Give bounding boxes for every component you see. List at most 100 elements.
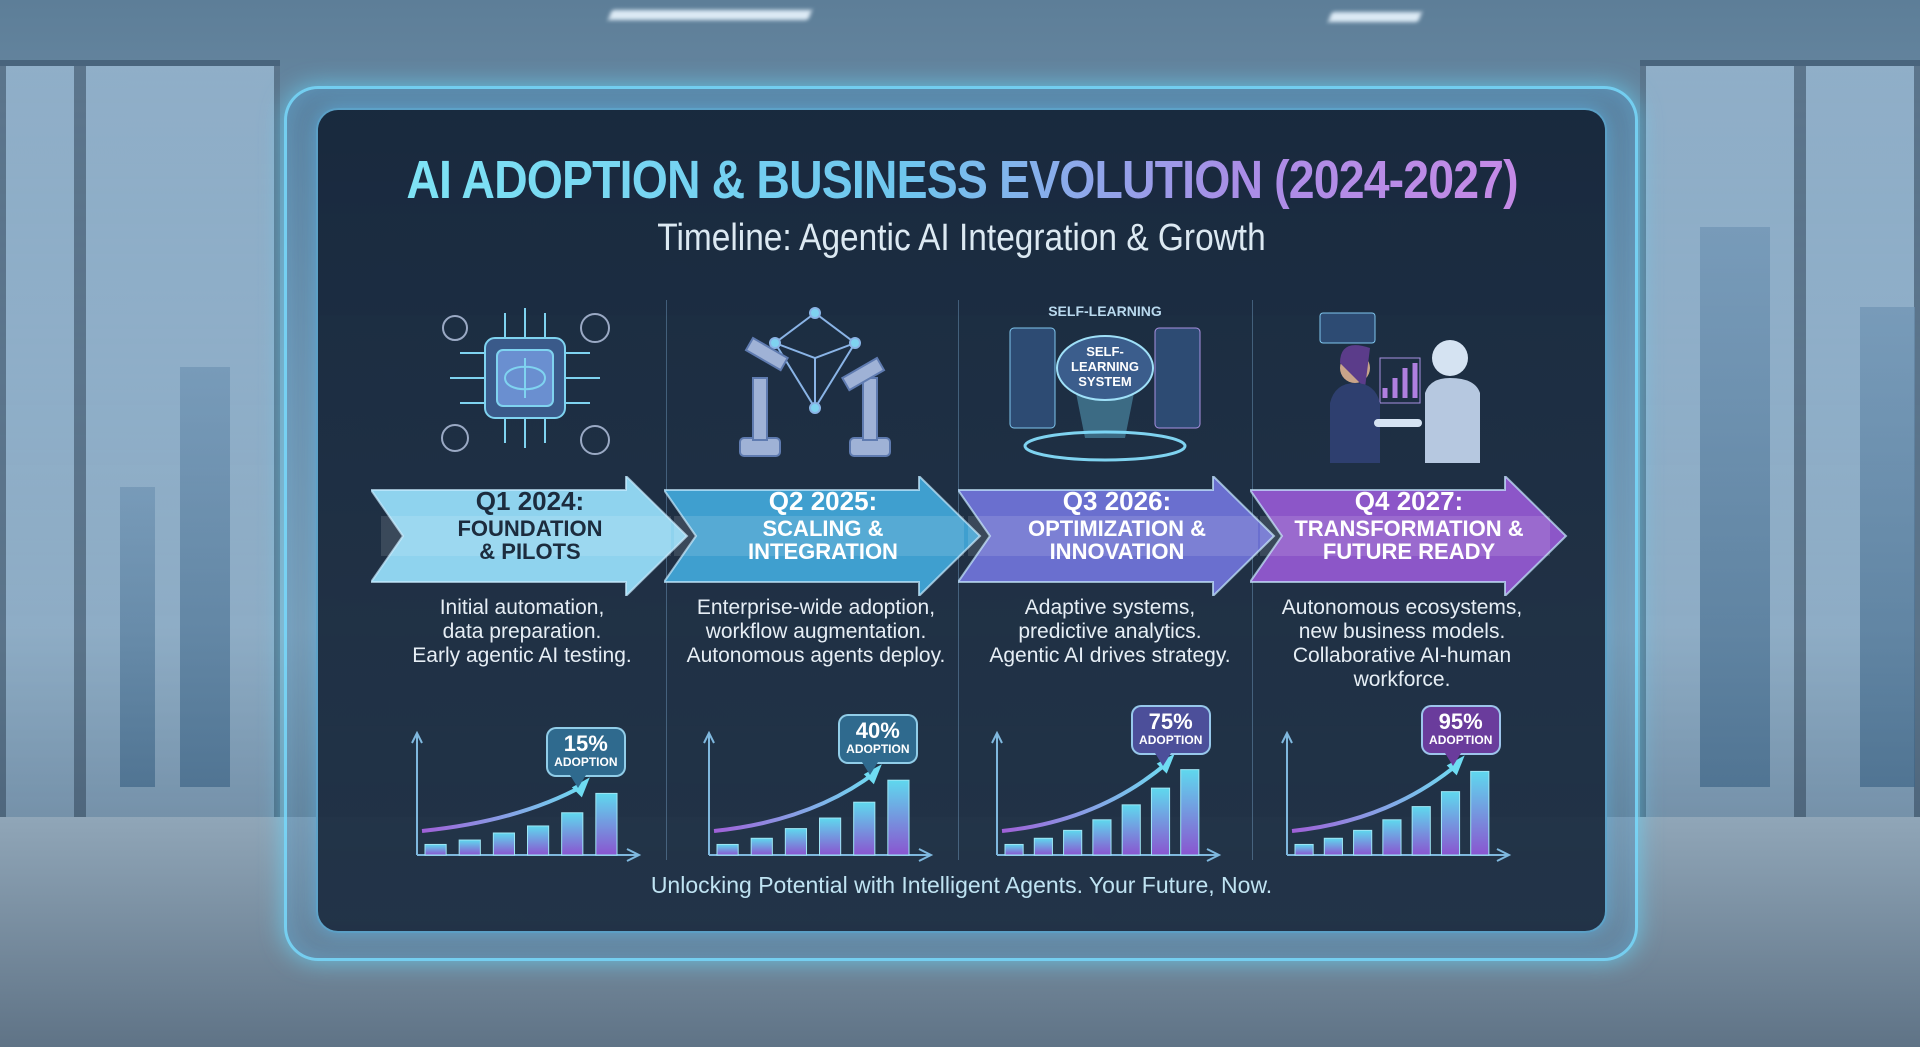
y-axis — [1281, 730, 1293, 855]
adoption-percent: 95% — [1438, 709, 1483, 735]
phase-description: Initial automation, data preparation. Earl… — [372, 596, 672, 668]
self-learning-system-icon: SELF-LEARNING SELF- LEARNING SYSTEM — [1005, 298, 1205, 468]
cloud-label-line: SELF- — [1086, 344, 1124, 359]
description-line: data preparation. — [442, 620, 602, 643]
trend-arrow — [421, 783, 585, 833]
human-robot-handshake-icon — [1300, 298, 1500, 468]
trend-arrow — [1001, 760, 1171, 833]
phase-arrow-3: Q3 2026: OPTIMIZATION & INNOVATION — [958, 476, 1276, 596]
trend-arrow — [713, 770, 878, 833]
chart-bar — [1150, 787, 1171, 856]
chart-bar — [887, 779, 910, 856]
trend-arrow — [1291, 761, 1460, 833]
description-line: predictive analytics. — [1018, 620, 1202, 643]
adoption-chart: 95% ADOPTION — [1275, 705, 1515, 870]
phase-name-line: FUTURE READY — [1322, 539, 1496, 565]
chart-bar — [750, 837, 773, 856]
adoption-callout: 95% ADOPTION — [1420, 705, 1501, 767]
phase-name-line: TRANSFORMATION & — [1294, 516, 1524, 541]
description-line: Collaborative AI-human — [1292, 644, 1512, 667]
phase-quarter: Q1 2024: — [475, 486, 585, 516]
phase-name-line: & PILOTS — [479, 539, 581, 565]
footer-tagline: Unlocking Potential with Intelligent Age… — [650, 872, 1273, 898]
description-line: new business models. — [1298, 620, 1506, 643]
phase-name-line: SCALING & — [762, 516, 884, 541]
brain-chip-gears-icon — [425, 298, 625, 468]
description-line: workforce. — [1353, 668, 1451, 691]
phase-name-line: FOUNDATION — [457, 516, 603, 541]
phase-arrow-2: Q2 2025: SCALING & INTEGRATION — [664, 476, 982, 596]
adoption-percent: 40% — [855, 718, 900, 744]
chart-bar — [458, 839, 481, 856]
chart-bar — [1004, 843, 1024, 856]
y-axis — [991, 730, 1003, 855]
chart-bar — [1470, 770, 1490, 856]
description-line: Adaptive systems, — [1024, 596, 1196, 619]
adoption-percent: 15% — [563, 731, 608, 757]
phase-quarter: Q2 2025: — [768, 486, 878, 516]
adoption-chart: 75% ADOPTION — [985, 705, 1225, 870]
description-line: Enterprise-wide adoption, — [696, 596, 936, 619]
description-line: Autonomous agents deploy. — [686, 644, 946, 667]
ceiling-light — [608, 10, 812, 20]
chart-bar — [1382, 819, 1402, 856]
phase-name-line: INTEGRATION — [748, 539, 898, 565]
arrow-shape — [958, 476, 1276, 596]
y-axis — [703, 730, 715, 855]
skyscraper — [180, 367, 230, 787]
chart-bar — [1033, 837, 1053, 856]
window — [0, 60, 80, 840]
chart-bar — [1092, 819, 1112, 856]
adoption-label: ADOPTION — [554, 755, 618, 770]
phase-name-line: OPTIMIZATION & — [1027, 516, 1207, 541]
phase-description: Autonomous ecosystems, new business model… — [1252, 596, 1552, 692]
cloud-label-line: SYSTEM — [1078, 374, 1131, 389]
description-line: Agentic AI drives strategy. — [989, 644, 1231, 667]
adoption-label: ADOPTION — [1139, 733, 1203, 747]
chart-bar — [527, 825, 550, 856]
adoption-label: ADOPTION — [1429, 733, 1493, 748]
description-line: workflow augmentation. — [705, 620, 927, 643]
adoption-callout: 75% ADOPTION — [1130, 705, 1211, 766]
chart-bar — [1353, 829, 1373, 856]
infographic-subtitle: Timeline: Agentic AI Integration & Growt… — [657, 217, 1266, 259]
cloud-label-line: LEARNING — [1071, 359, 1139, 374]
adoption-percent: 75% — [1148, 709, 1193, 734]
adoption-callout: 40% ADOPTION — [837, 714, 918, 776]
phase-arrow-4: Q4 2027: TRANSFORMATION & FUTURE READY — [1250, 476, 1568, 596]
robot-arms-network-icon — [715, 298, 915, 468]
arrow-shape — [664, 476, 982, 596]
phase-arrow-1: Q1 2024: FOUNDATION & PILOTS — [371, 476, 689, 596]
chart-bar — [853, 801, 876, 856]
phase-name-line: INNOVATION — [1049, 539, 1185, 565]
infographic-title: AI ADOPTION & BUSINESS EVOLUTION (2024-2… — [406, 150, 1533, 210]
phase-description: Enterprise-wide adoption, workflow augmen… — [666, 596, 966, 668]
description-line: Autonomous ecosystems, — [1281, 596, 1523, 619]
skyscraper — [120, 487, 155, 787]
phase-quarter: Q4 2027: — [1354, 486, 1464, 516]
chart-bar — [1411, 806, 1431, 856]
chart-bar — [595, 792, 618, 856]
description-line: Initial automation, — [439, 596, 605, 619]
arrow-shape — [1250, 476, 1568, 596]
chart-bar — [1180, 769, 1200, 856]
chart-bar — [819, 817, 842, 856]
chart-bar — [1323, 837, 1343, 856]
arrow-shape — [371, 476, 689, 596]
adoption-chart: 15% ADOPTION — [405, 705, 645, 870]
ceiling-light — [1328, 12, 1422, 22]
adoption-callout: 15% ADOPTION — [545, 727, 626, 789]
chart-bar — [424, 843, 447, 856]
chart-bar — [716, 843, 739, 856]
adoption-label: ADOPTION — [846, 742, 910, 757]
y-axis — [411, 730, 423, 855]
phase-quarter: Q3 2026: — [1062, 486, 1172, 516]
chart-bar — [1063, 829, 1083, 856]
chart-bar — [561, 812, 584, 856]
chart-bar — [1294, 843, 1314, 856]
description-line: Early agentic AI testing. — [412, 644, 632, 667]
chart-bar — [1440, 791, 1461, 856]
self-learning-heading: SELF-LEARNING — [1048, 303, 1162, 319]
chart-bar — [1121, 804, 1141, 856]
adoption-chart: 40% ADOPTION — [697, 705, 937, 870]
